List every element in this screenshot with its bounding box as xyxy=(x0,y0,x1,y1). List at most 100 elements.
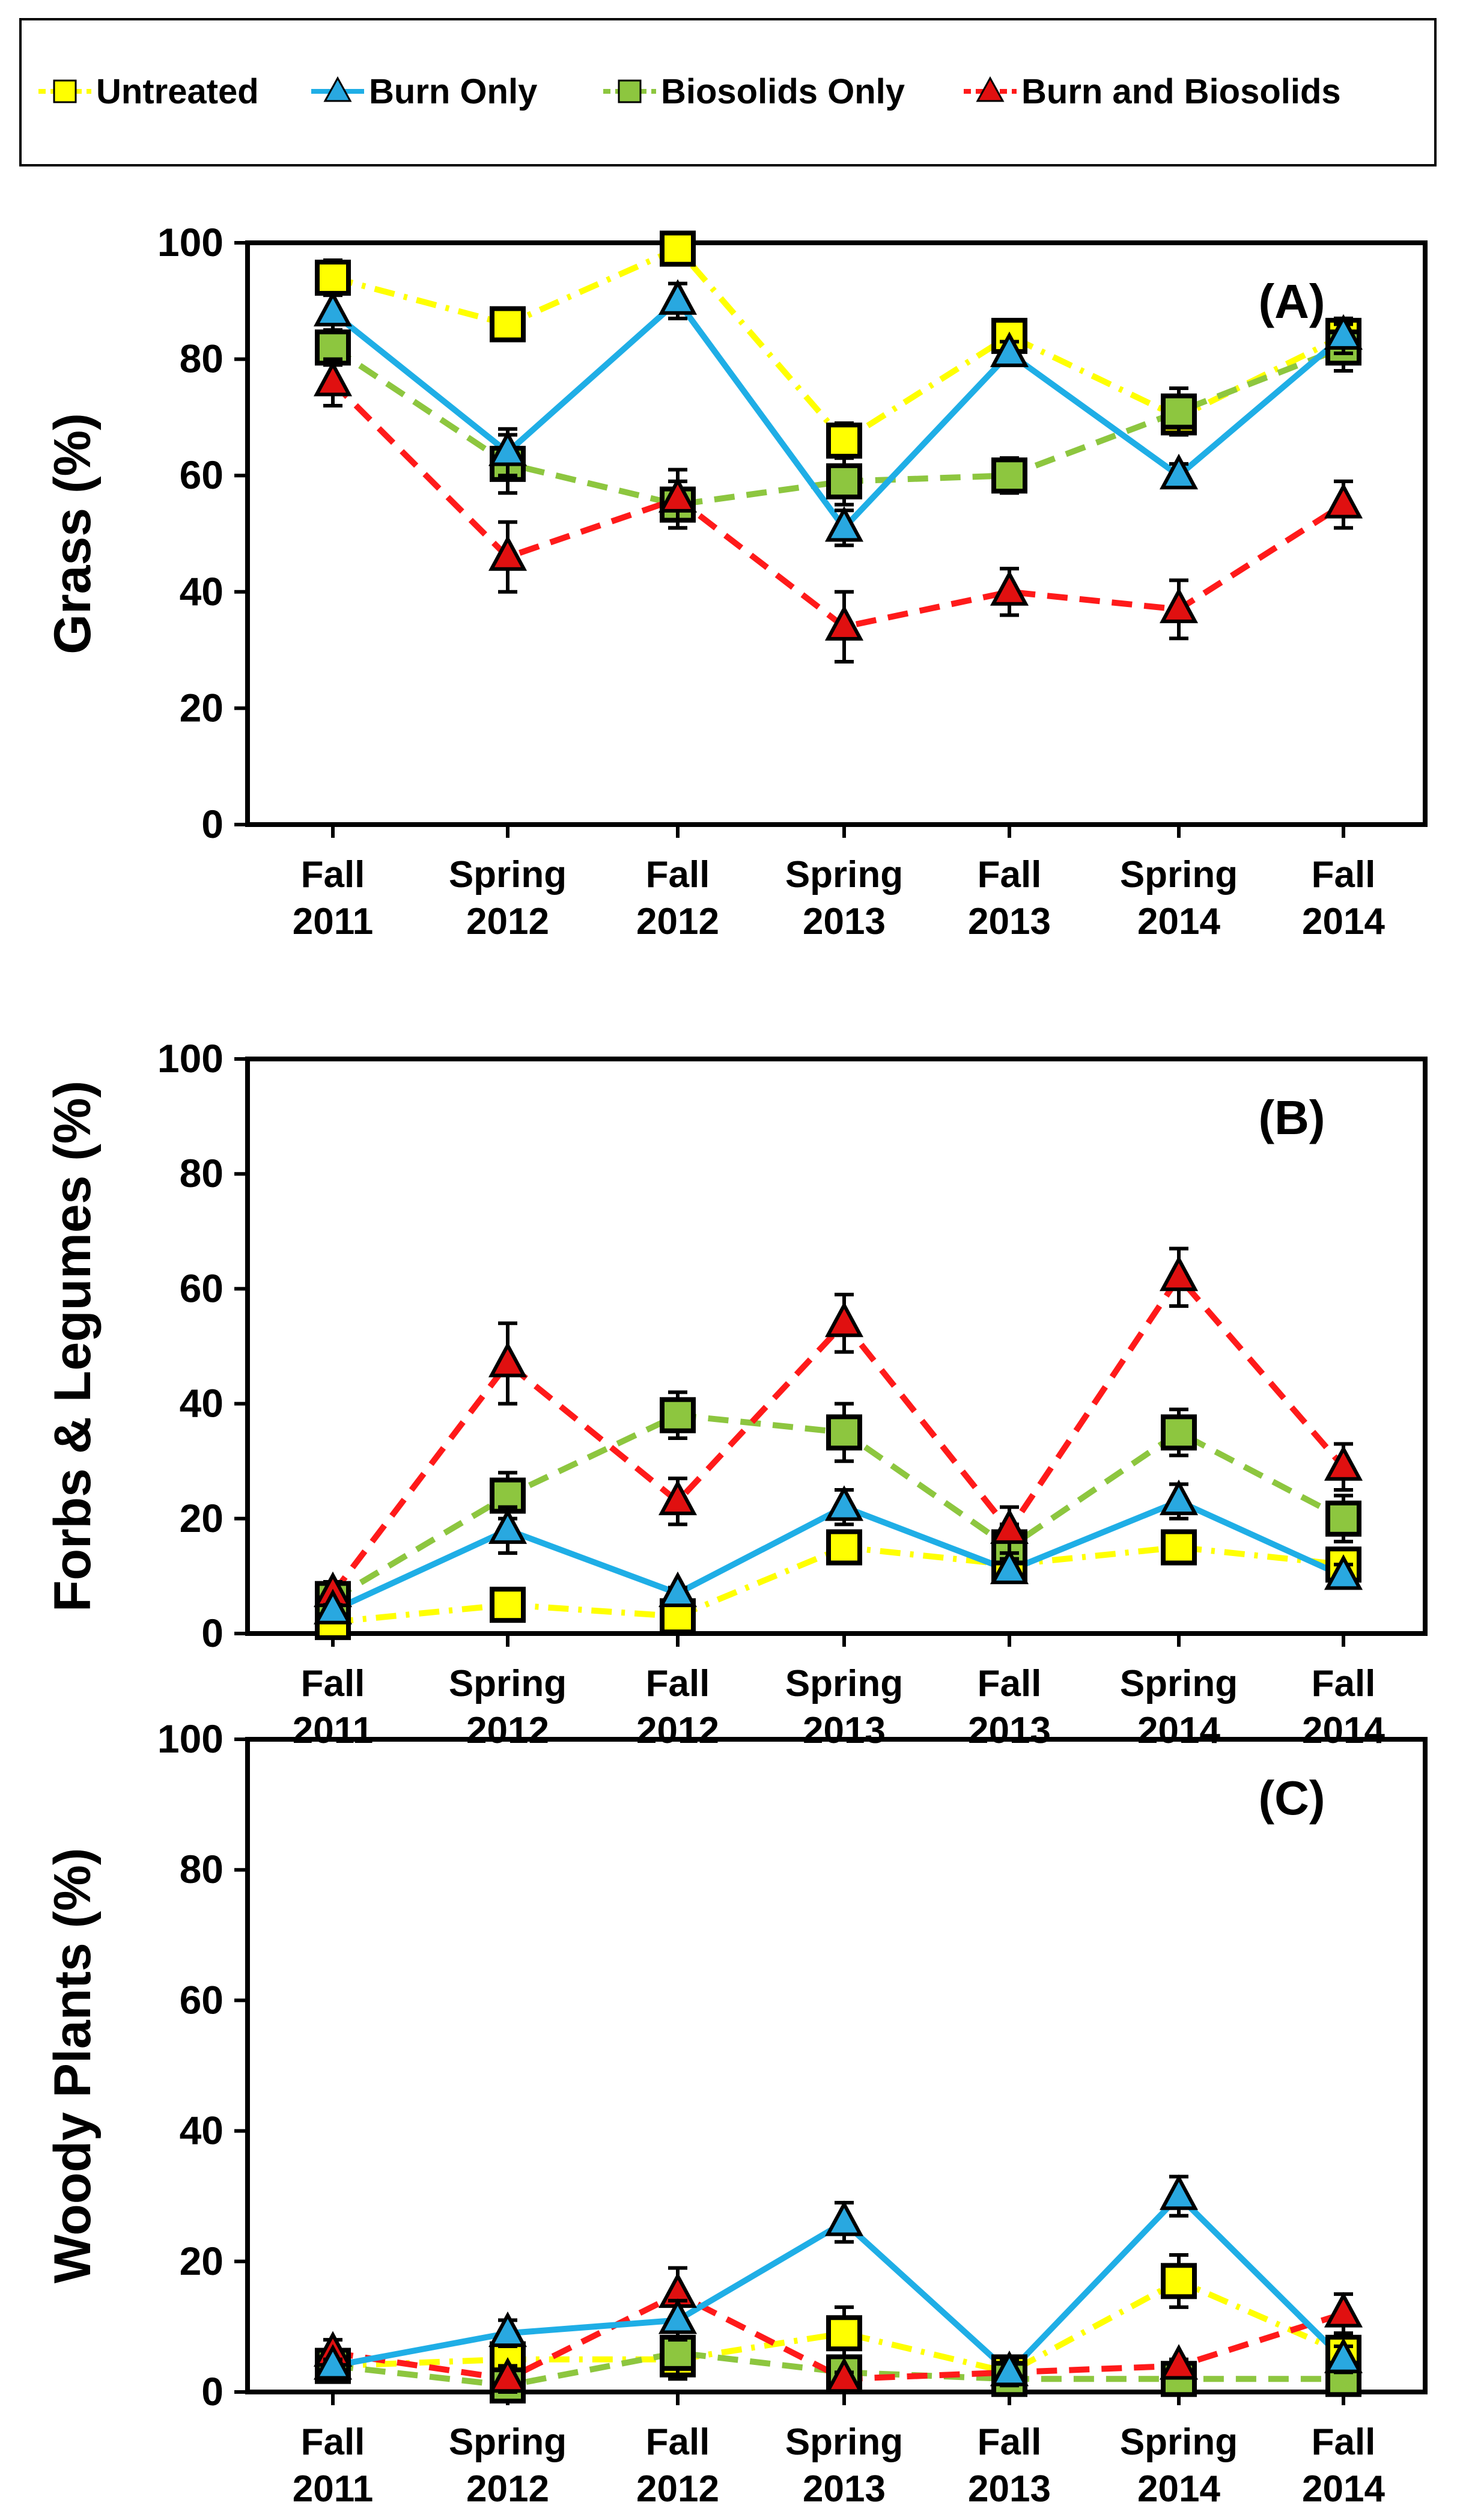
legend-marker xyxy=(618,79,642,103)
data-point xyxy=(990,1548,1029,1584)
y-tick-label: 40 xyxy=(180,2108,224,2153)
series-burn-only xyxy=(313,279,1363,548)
x-tick-label: Spring xyxy=(449,1663,567,1704)
data-point xyxy=(824,2357,864,2393)
x-tick-label: 2013 xyxy=(803,1710,886,1751)
data-point xyxy=(490,306,526,343)
x-tick-label: 2014 xyxy=(1137,901,1220,942)
data-point xyxy=(1159,587,1199,623)
y-axis-label: Forbs & Legumes (%) xyxy=(44,1081,102,1612)
y-tick-label: 100 xyxy=(157,1036,224,1081)
y-tick-label: 80 xyxy=(180,1847,224,1891)
data-point xyxy=(990,331,1029,367)
data-point xyxy=(658,1479,698,1516)
data-point xyxy=(658,477,698,513)
legend-label: Untreated xyxy=(96,72,259,111)
data-point xyxy=(990,2351,1029,2387)
data-point xyxy=(658,279,698,315)
x-tick-label: Spring xyxy=(449,854,567,895)
x-tick-label: 2014 xyxy=(1137,2468,1220,2510)
data-point xyxy=(1324,1445,1363,1481)
data-point xyxy=(1161,2263,1197,2299)
legend-label: Burn Only xyxy=(369,72,537,111)
data-point xyxy=(488,1341,528,1377)
legend-label: Biosolids Only xyxy=(661,72,905,111)
y-tick-label: 0 xyxy=(201,802,224,846)
data-point xyxy=(313,361,353,397)
data-point xyxy=(990,570,1029,606)
x-tick-label: 2014 xyxy=(1302,901,1385,942)
x-tick-label: Fall xyxy=(646,1663,710,1704)
x-tick-label: Fall xyxy=(646,2421,710,2463)
data-point xyxy=(824,605,864,641)
data-point xyxy=(1159,2174,1199,2210)
data-point xyxy=(1161,1529,1197,1566)
data-point xyxy=(490,1587,526,1623)
data-point xyxy=(1324,483,1363,519)
legend-entry-burn-only: Burn Only xyxy=(311,72,537,111)
y-axis-label: Woody Plants (%) xyxy=(44,1848,102,2284)
x-tick-label: Spring xyxy=(785,854,903,895)
data-point xyxy=(1161,393,1197,430)
data-point xyxy=(826,463,862,499)
data-point xyxy=(824,506,864,542)
x-tick-label: Fall xyxy=(1312,1663,1376,1704)
data-point xyxy=(991,457,1027,494)
plot-area xyxy=(245,240,1428,827)
legend-marker xyxy=(323,76,352,102)
y-axis-label: Grass (%) xyxy=(44,413,102,654)
y-tick-label: 0 xyxy=(201,2369,224,2414)
x-tick-label: 2013 xyxy=(803,901,886,942)
x-tick-label: 2013 xyxy=(968,2468,1051,2510)
y-tick-label: 100 xyxy=(157,220,224,264)
legend-marker xyxy=(53,79,77,103)
x-tick-label: 2013 xyxy=(803,2468,886,2510)
x-tick-label: Fall xyxy=(301,854,365,895)
data-point xyxy=(488,1508,528,1544)
data-point xyxy=(488,430,528,466)
data-point xyxy=(488,2311,528,2348)
x-tick-label: 2013 xyxy=(968,901,1051,942)
x-tick-label: 2014 xyxy=(1302,2468,1385,2510)
legend-box xyxy=(19,18,1437,166)
y-tick-label: 100 xyxy=(157,1716,224,1761)
data-point xyxy=(660,1397,696,1433)
x-tick-label: 2012 xyxy=(466,1710,549,1751)
data-point xyxy=(488,2357,528,2393)
data-point xyxy=(488,535,528,571)
x-tick-label: 2012 xyxy=(636,2468,719,2510)
x-tick-label: 2012 xyxy=(466,901,549,942)
legend-entry-burn-and-biosolids: Burn and Biosolids xyxy=(964,72,1341,111)
data-point xyxy=(1324,2292,1363,2328)
y-tick-label: 80 xyxy=(180,337,224,381)
data-point xyxy=(313,290,353,327)
panel-label: (B) xyxy=(1258,1091,1325,1144)
data-point xyxy=(824,1485,864,1521)
series-burn-only xyxy=(313,2174,1363,2388)
data-point xyxy=(313,1588,353,1625)
x-tick-label: 2011 xyxy=(293,1710,374,1751)
y-tick-label: 40 xyxy=(180,569,224,614)
data-point xyxy=(1324,2337,1363,2373)
data-point xyxy=(313,2344,353,2380)
y-tick-label: 60 xyxy=(180,1266,224,1310)
data-point xyxy=(658,2298,698,2334)
data-point xyxy=(826,2315,862,2352)
legend: Untreated Burn Only Biosolids Only Burn and… xyxy=(19,18,1437,166)
panel-1: 0 20 40 60 80 100 Fall 2011 Spring 2012 Fall 2012 Sp… xyxy=(44,220,1428,942)
x-tick-label: Spring xyxy=(785,1663,903,1704)
x-tick-label: Fall xyxy=(978,1663,1042,1704)
data-point xyxy=(826,1529,862,1566)
data-point xyxy=(1159,2344,1199,2380)
data-point xyxy=(660,230,696,267)
data-point xyxy=(1161,1414,1197,1451)
y-tick-label: 20 xyxy=(180,685,224,730)
series-burn-and-biosolids xyxy=(313,357,1363,664)
x-tick-label: 2013 xyxy=(968,1710,1051,1751)
panel-3: 0 20 40 60 80 100 Fall 2011 Spring 2012 Fall 2012 Sp… xyxy=(44,1716,1428,2510)
data-point xyxy=(660,2334,696,2371)
x-tick-label: 2012 xyxy=(636,1710,719,1751)
data-point xyxy=(824,2200,864,2236)
x-tick-label: Spring xyxy=(1120,854,1238,895)
